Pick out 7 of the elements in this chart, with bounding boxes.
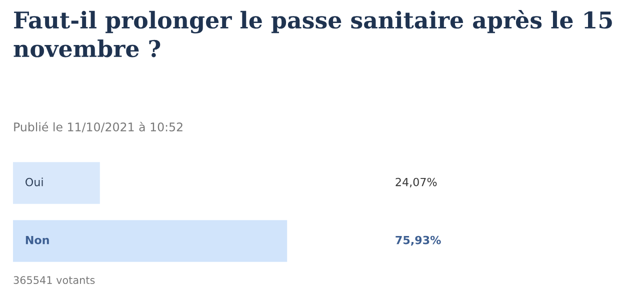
data-label: 75,93% xyxy=(396,236,441,246)
y-tick-label: Oui xyxy=(26,178,43,186)
chart-title: Faut-il prolonger le passe sanitaire après le 15 novembre ? xyxy=(14,10,612,58)
data-label: 24,07% xyxy=(396,178,437,188)
text: 365541 votants xyxy=(14,276,95,284)
chart-subtitle: Publié le 11/10/2021 à 10:52 xyxy=(14,122,182,132)
y-tick-label: Non xyxy=(26,236,49,244)
